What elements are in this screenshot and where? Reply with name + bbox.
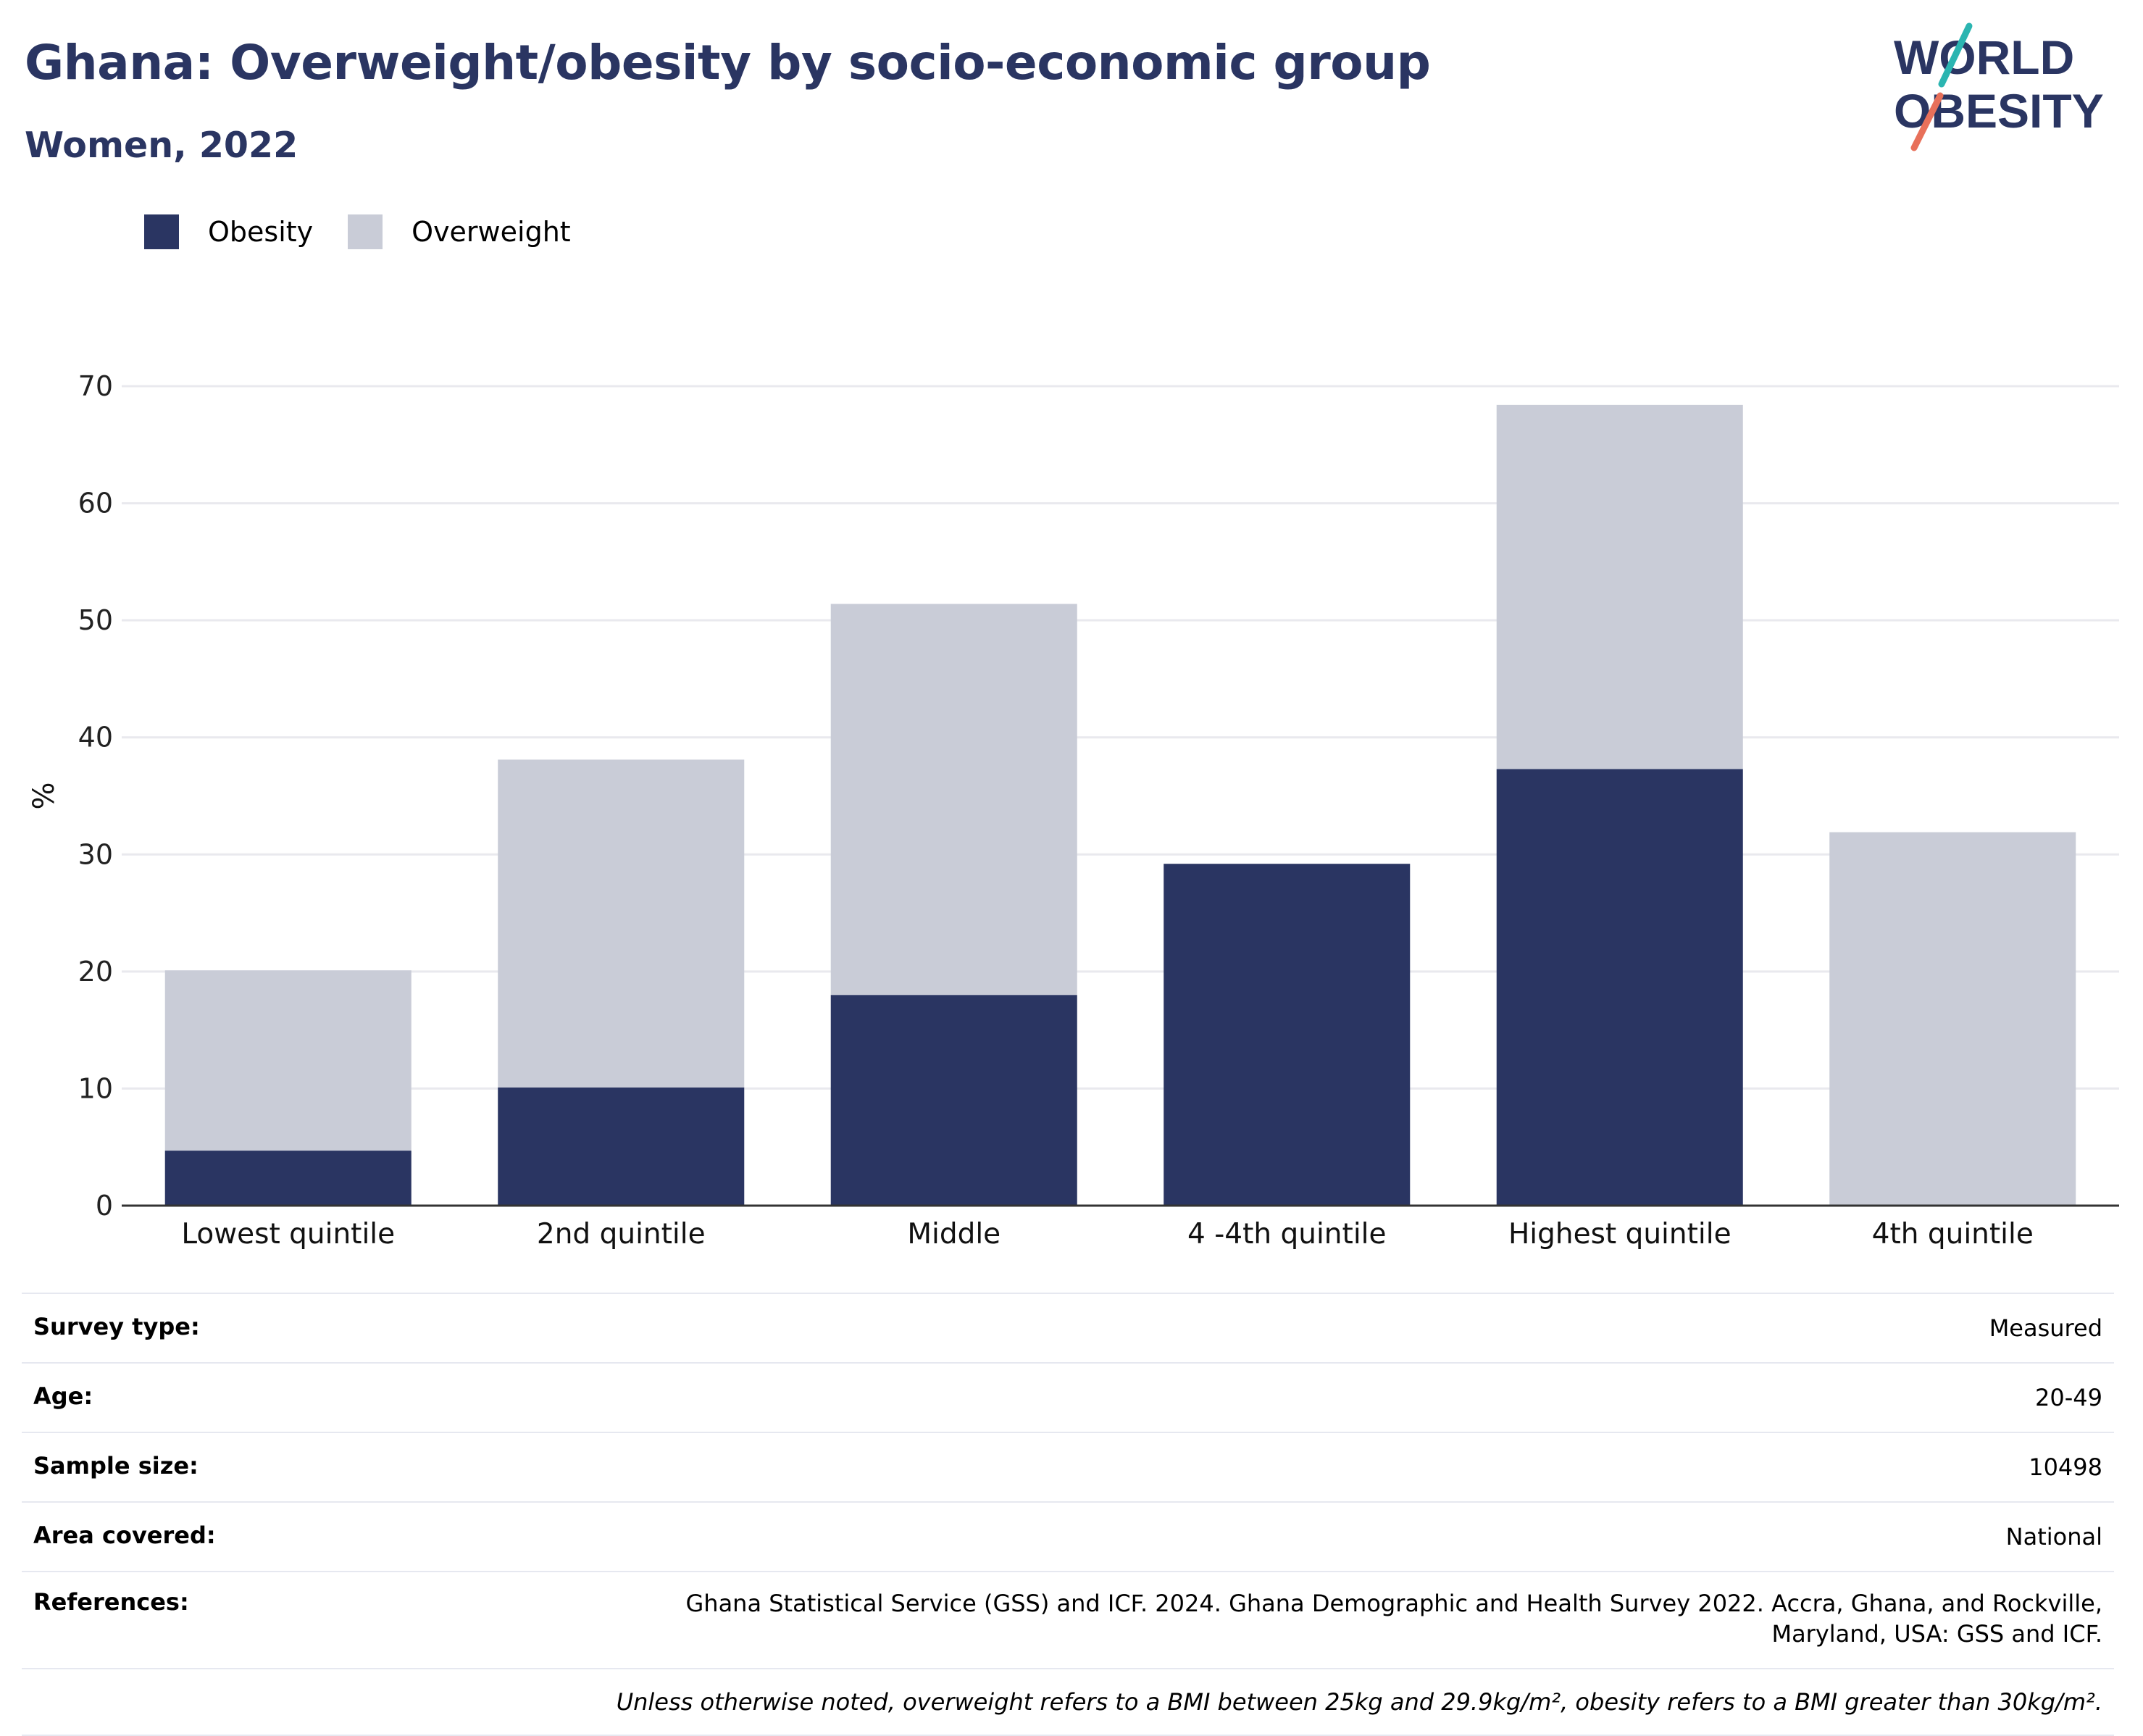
y-tick-label: 60 bbox=[78, 488, 113, 519]
meta-value-reference: Ghana Statistical Service (GSS) and ICF.… bbox=[685, 1590, 2102, 1648]
y-tick-label: 30 bbox=[78, 838, 113, 870]
meta-value: 10498 bbox=[2029, 1453, 2102, 1481]
y-tick-label: 10 bbox=[78, 1072, 113, 1104]
meta-key: References: bbox=[33, 1588, 189, 1616]
y-tick-label: 70 bbox=[78, 370, 113, 402]
x-tick-label: 4th quintile bbox=[1872, 1218, 2034, 1251]
chart-title: Ghana: Overweight/obesity by socio-econo… bbox=[25, 35, 1431, 91]
bar-overweight bbox=[164, 970, 412, 1151]
bar-obesity bbox=[830, 995, 1077, 1206]
bar-obesity bbox=[498, 1087, 745, 1206]
meta-key: Area covered: bbox=[33, 1522, 216, 1549]
bar-overweight bbox=[1496, 404, 1743, 769]
meta-row-references: References: Ghana Statistical Service (G… bbox=[22, 1571, 2114, 1668]
meta-value: 20-49 bbox=[2035, 1384, 2102, 1411]
y-tick-label: 40 bbox=[78, 722, 113, 754]
bar-obesity bbox=[164, 1151, 412, 1206]
bar-overweight bbox=[830, 604, 1077, 996]
stacked-bar-chart: 0 10 20 30 40 50 60 70% Lowest quintile 2nd quint… bbox=[28, 370, 2119, 1251]
chart-subtitle: Women, 2022 bbox=[25, 125, 298, 166]
bar-obesity bbox=[1164, 864, 1411, 1206]
chart-legend: Obesity Overweight bbox=[144, 214, 606, 249]
meta-key: Age: bbox=[33, 1382, 93, 1410]
meta-row-age: Age: 20-49 bbox=[22, 1362, 2114, 1432]
logo-line2: OBESITY bbox=[1894, 84, 2104, 138]
y-tick-label: 20 bbox=[78, 956, 113, 988]
bmi-footnote: Unless otherwise noted, overweight refer… bbox=[22, 1668, 2114, 1736]
x-tick-label: Middle bbox=[907, 1218, 1001, 1251]
y-tick-label: 0 bbox=[96, 1190, 113, 1222]
x-tick-label: Highest quintile bbox=[1508, 1218, 1731, 1251]
legend-item-overweight[interactable]: Overweight bbox=[348, 214, 571, 249]
world-obesity-logo: WORLD OBESITY bbox=[1894, 22, 2104, 151]
bar-overweight bbox=[498, 759, 745, 1088]
legend-label-obesity: Obesity bbox=[208, 216, 314, 248]
logo-slash-teal bbox=[1938, 22, 1973, 88]
logo-slash-coral bbox=[1910, 92, 1944, 151]
logo-line1: WORLD bbox=[1894, 30, 2074, 84]
bar-overweight bbox=[1829, 832, 2076, 1206]
legend-item-obesity[interactable]: Obesity bbox=[144, 214, 313, 249]
legend-swatch-obesity bbox=[144, 214, 179, 249]
y-axis-title: % bbox=[28, 782, 61, 809]
survey-metadata-table: Survey type: Measured Age: 20-49 Sample … bbox=[22, 1293, 2114, 1736]
meta-row-sample-size: Sample size: 10498 bbox=[22, 1432, 2114, 1501]
x-tick-label: 4 -4th quintile bbox=[1187, 1218, 1387, 1251]
meta-key: Sample size: bbox=[33, 1452, 199, 1480]
bar-obesity bbox=[1496, 769, 1743, 1206]
legend-label-overweight: Overweight bbox=[412, 216, 571, 248]
x-tick-label: Lowest quintile bbox=[181, 1218, 395, 1251]
legend-swatch-overweight bbox=[348, 214, 383, 249]
meta-row-survey-type: Survey type: Measured bbox=[22, 1293, 2114, 1362]
x-tick-label: 2nd quintile bbox=[537, 1218, 706, 1251]
y-tick-label: 50 bbox=[78, 604, 113, 636]
meta-value: National bbox=[2005, 1523, 2102, 1551]
meta-key: Survey type: bbox=[33, 1313, 200, 1340]
meta-value: Measured bbox=[1989, 1314, 2102, 1342]
meta-row-area-covered: Area covered: National bbox=[22, 1501, 2114, 1571]
